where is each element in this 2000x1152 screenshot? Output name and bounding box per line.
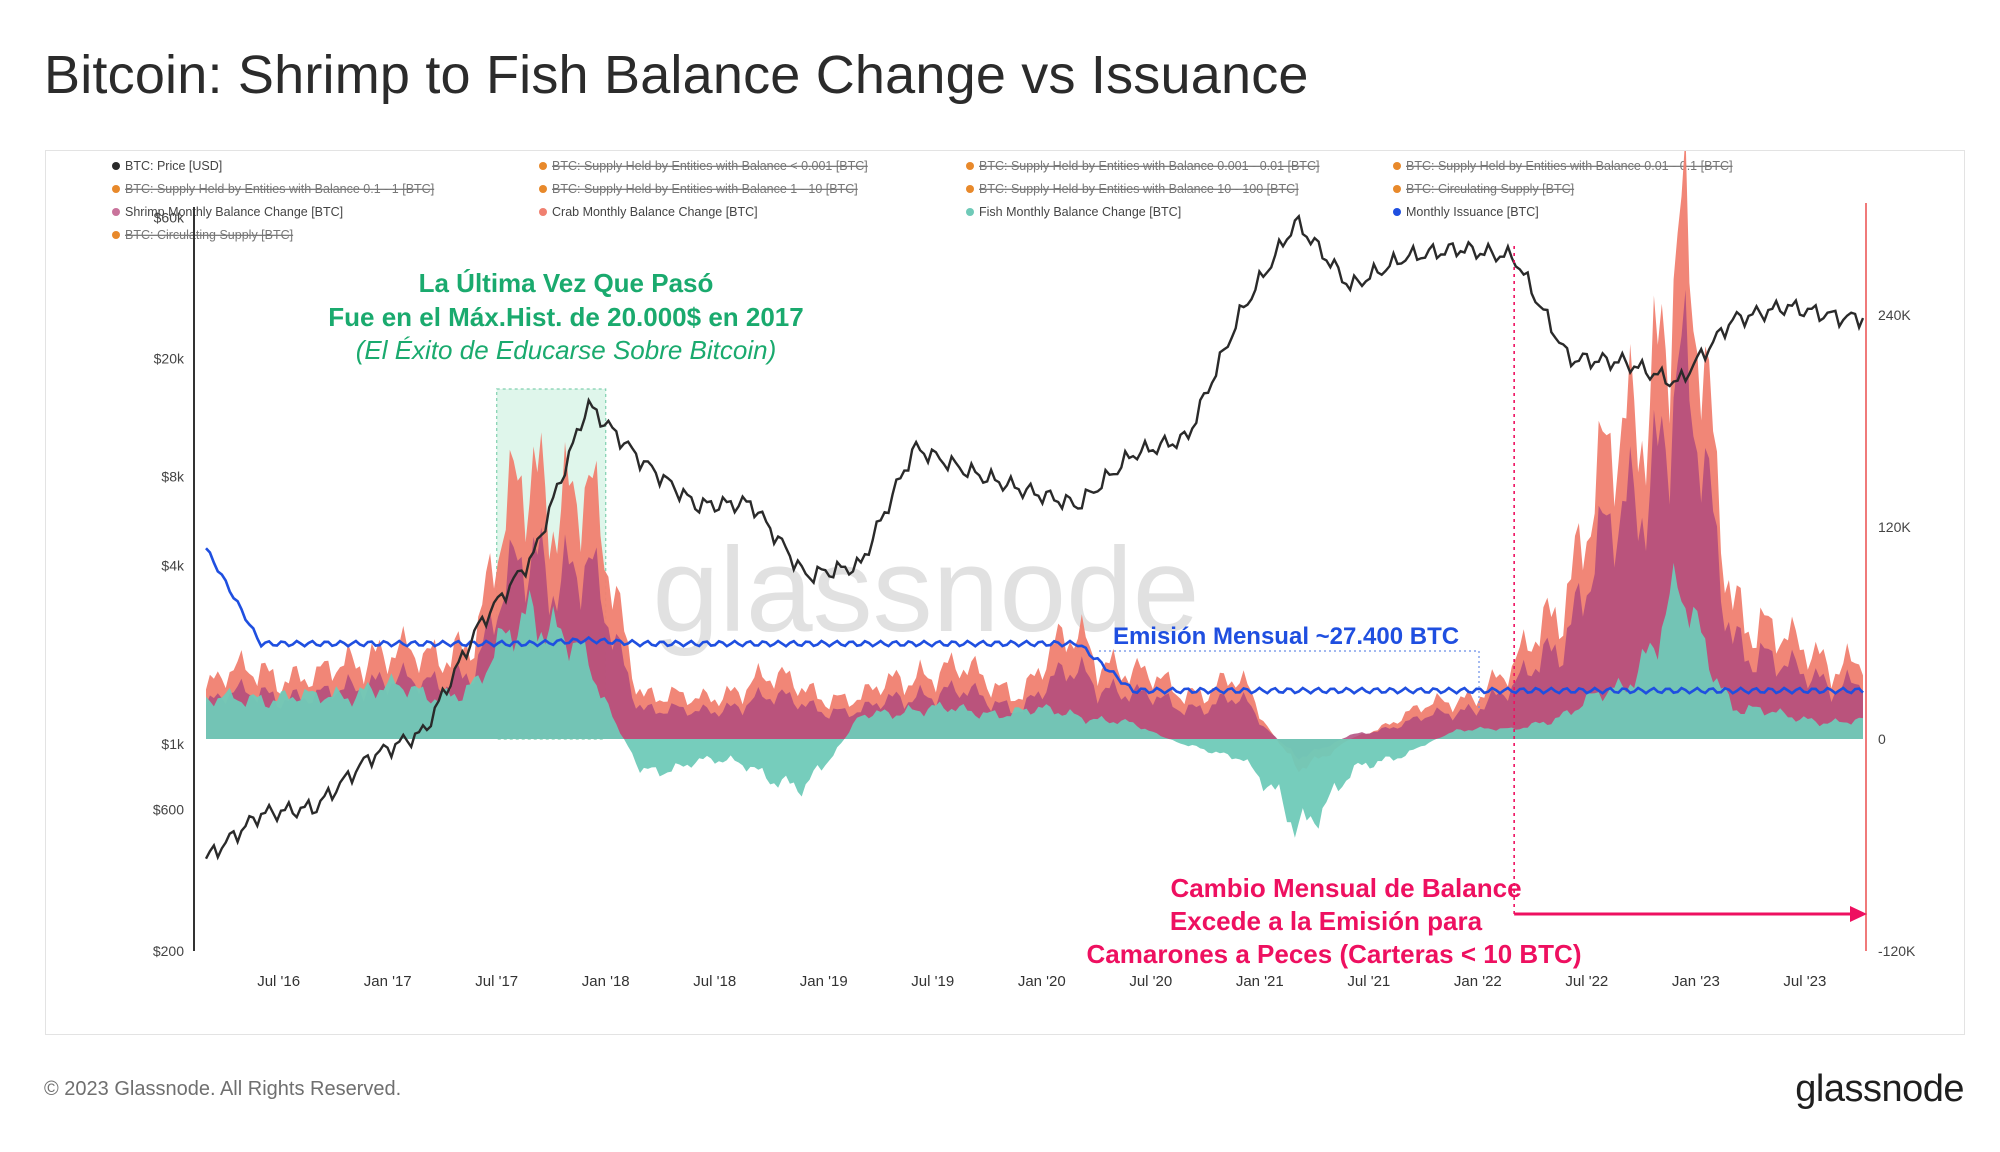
y-left-tick-label: $60k bbox=[154, 209, 185, 225]
x-tick-label: Jul '16 bbox=[257, 973, 300, 990]
y-right-tick-label: -120K bbox=[1878, 943, 1916, 959]
legend-item[interactable]: Crab Monthly Balance Change [BTC] bbox=[552, 205, 758, 219]
y-left-tick-label: $200 bbox=[153, 943, 184, 959]
legend-item[interactable]: Fish Monthly Balance Change [BTC] bbox=[979, 205, 1181, 219]
legend-item[interactable]: BTC: Supply Held by Entities with Balanc… bbox=[1406, 159, 1733, 173]
legend-marker bbox=[112, 231, 120, 239]
legend-item[interactable]: BTC: Circulating Supply [BTC] bbox=[1406, 182, 1574, 196]
legend-marker bbox=[539, 208, 547, 216]
legend-item[interactable]: BTC: Supply Held by Entities with Balanc… bbox=[552, 159, 868, 173]
legend-marker bbox=[539, 162, 547, 170]
legend-marker bbox=[112, 185, 120, 193]
y-left-tick-label: $8k bbox=[161, 468, 185, 484]
legend-marker bbox=[1393, 208, 1401, 216]
green-annotation-line2: Fue en el Máx.Hist. de 20.000$ en 2017 bbox=[328, 302, 803, 332]
legend-marker bbox=[1393, 185, 1401, 193]
y-right-tick-label: 240K bbox=[1878, 307, 1911, 323]
x-tick-label: Jan '19 bbox=[800, 973, 848, 990]
x-tick-label: Jul '21 bbox=[1347, 973, 1390, 990]
watermark-text: glassnode bbox=[652, 523, 1199, 657]
x-tick-label: Jan '22 bbox=[1454, 973, 1502, 990]
footer-copyright: © 2023 Glassnode. All Rights Reserved. bbox=[44, 1078, 402, 1100]
y-left-tick-label: $20k bbox=[154, 351, 185, 367]
legend-item[interactable]: BTC: Supply Held by Entities with Balanc… bbox=[979, 159, 1319, 173]
legend-item[interactable]: BTC: Supply Held by Entities with Balanc… bbox=[552, 182, 858, 196]
legend-item[interactable]: BTC: Price [USD] bbox=[125, 159, 222, 173]
page-title: Bitcoin: Shrimp to Fish Balance Change v… bbox=[44, 45, 1309, 105]
legend-item[interactable]: BTC: Supply Held by Entities with Balanc… bbox=[125, 182, 434, 196]
fish-area-series bbox=[206, 562, 1863, 838]
crab-area-series bbox=[206, 133, 1863, 773]
legend-marker bbox=[112, 208, 120, 216]
legend-item[interactable]: Shrimp Monthly Balance Change [BTC] bbox=[125, 205, 343, 219]
legend-marker bbox=[966, 162, 974, 170]
legend-marker bbox=[966, 185, 974, 193]
x-tick-label: Jan '23 bbox=[1672, 973, 1720, 990]
x-tick-label: Jul '20 bbox=[1129, 973, 1172, 990]
y-left-tick-label: $1k bbox=[161, 736, 185, 752]
chart-panel: glassnode BTC: Price [USD] BTC: Supply Hel… bbox=[45, 133, 1965, 1035]
legend-marker bbox=[1393, 162, 1401, 170]
x-tick-label: Jan '21 bbox=[1236, 973, 1284, 990]
red-arrow-head bbox=[1850, 906, 1867, 922]
y-right-tick-label: 120K bbox=[1878, 519, 1911, 535]
issuance-bracket bbox=[1099, 650, 1480, 708]
y-left-tick-label: $4k bbox=[161, 558, 185, 574]
x-tick-label: Jul '23 bbox=[1783, 973, 1826, 990]
green-annotation-line1: La Última Vez Que Pasó bbox=[419, 268, 714, 298]
x-tick-label: Jul '18 bbox=[693, 973, 736, 990]
legend-marker bbox=[112, 162, 120, 170]
x-tick-label: Jul '19 bbox=[911, 973, 954, 990]
red-annotation-line1: Cambio Mensual de Balance bbox=[1170, 873, 1521, 903]
legend-marker bbox=[539, 185, 547, 193]
issuance-line bbox=[205, 547, 1864, 695]
legend-item[interactable]: Monthly Issuance [BTC] bbox=[1406, 205, 1539, 219]
issuance-annotation: Emisión Mensual ~27.400 BTC bbox=[1113, 623, 1459, 650]
y-left-tick-label: $600 bbox=[153, 802, 184, 818]
red-annotation-line3: Camarones a Peces (Carteras < 10 BTC) bbox=[1087, 939, 1582, 969]
x-tick-label: Jan '17 bbox=[364, 973, 412, 990]
legend-item[interactable]: BTC: Circulating Supply [BTC] bbox=[125, 228, 293, 242]
x-tick-label: Jan '18 bbox=[582, 973, 630, 990]
x-tick-label: Jul '17 bbox=[475, 973, 518, 990]
price-line bbox=[204, 213, 1865, 861]
red-annotation-line2: Excede a la Emisión para bbox=[1170, 906, 1483, 936]
x-tick-label: Jan '20 bbox=[1018, 973, 1066, 990]
y-right-tick-label: 0 bbox=[1878, 731, 1886, 747]
green-annotation-line3: (El Éxito de Educarse Sobre Bitcoin) bbox=[356, 335, 777, 365]
footer-logo: glassnode bbox=[1795, 1068, 1964, 1110]
chart-svg: glassnode BTC: Price [USD] BTC: Supply Hel… bbox=[112, 133, 1916, 990]
legend-marker bbox=[966, 208, 974, 216]
legend-item[interactable]: BTC: Supply Held by Entities with Balanc… bbox=[979, 182, 1299, 196]
x-tick-label: Jul '22 bbox=[1565, 973, 1608, 990]
